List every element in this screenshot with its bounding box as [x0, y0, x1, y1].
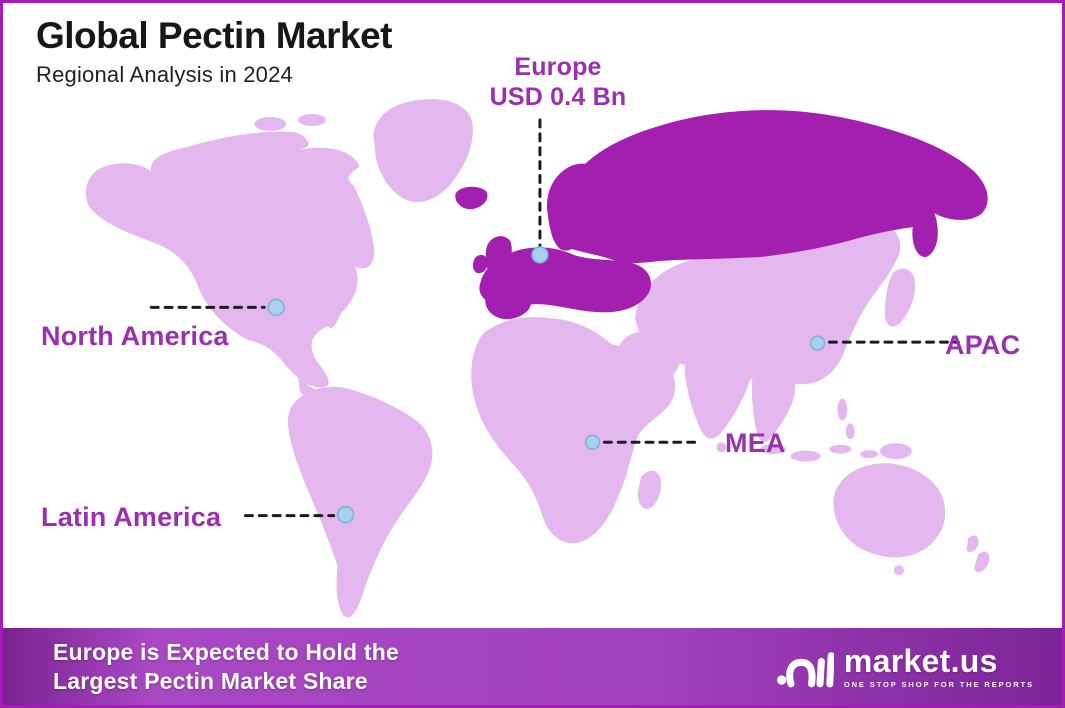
- island-madagascar: [637, 470, 662, 509]
- arctic-island: [291, 138, 309, 149]
- region-russia-highlight: [556, 110, 988, 264]
- region-iberia-highlight: [485, 288, 532, 320]
- brand-name: market.us: [843, 642, 998, 679]
- region-central-asia-china: [635, 225, 901, 385]
- region-greenland: [373, 99, 473, 203]
- island-new-zealand: [966, 535, 979, 552]
- region-arabia: [615, 330, 682, 410]
- marketus-logo-icon: [776, 651, 834, 687]
- island-indonesia: [829, 444, 852, 454]
- label-north-america: North America: [41, 321, 229, 351]
- footer-bar: Europe is Expected to Hold the Largest P…: [3, 628, 1062, 705]
- region-uk-highlight: [485, 236, 512, 277]
- island-indonesia: [860, 450, 879, 459]
- island-indonesia: [790, 450, 821, 462]
- world-map: [85, 99, 990, 618]
- footer-headline-line2: Largest Pectin Market Share: [53, 667, 368, 694]
- marker-apac: [809, 335, 826, 351]
- label-europe-name: Europe: [514, 53, 602, 81]
- footer-headline: Europe is Expected to Hold the Largest P…: [53, 638, 399, 694]
- region-ireland-highlight: [472, 254, 488, 274]
- island-japan: [884, 268, 916, 327]
- island-new-guinea: [880, 443, 912, 460]
- region-indochina: [751, 358, 796, 443]
- continent-australia: [833, 463, 946, 558]
- region-india: [684, 342, 752, 439]
- label-mea: MEA: [725, 428, 786, 458]
- continent-north-america: [85, 131, 375, 388]
- arctic-island: [298, 114, 326, 126]
- label-europe: Europe USD 0.4 Bn: [433, 53, 683, 112]
- marker-europe: [531, 246, 549, 264]
- arctic-island: [242, 142, 263, 153]
- header: Global Pectin Market Regional Analysis i…: [36, 15, 393, 88]
- brand-tagline: ONE STOP SHOP FOR THE REPORTS: [843, 679, 1034, 689]
- page-subtitle: Regional Analysis in 2024: [36, 61, 293, 87]
- island-sri-lanka: [716, 442, 727, 453]
- region-iceland-highlight: [455, 186, 488, 210]
- continent-south-america: [287, 386, 433, 618]
- region-scandinavia-highlight: [547, 163, 606, 251]
- island-philippines: [837, 398, 848, 421]
- label-europe-value: USD 0.4 Bn: [489, 82, 627, 111]
- island-new-zealand: [974, 551, 990, 573]
- label-apac: APAC: [945, 330, 1021, 360]
- brand-text: market.us ONE STOP SHOP FOR THE REPORTS: [844, 645, 1034, 689]
- island-philippines: [845, 423, 855, 440]
- label-latin-america: Latin America: [41, 502, 222, 532]
- island-indonesia: [760, 444, 786, 455]
- marker-latin-america: [336, 505, 355, 524]
- arctic-island: [254, 117, 287, 131]
- marker-mea: [584, 434, 601, 450]
- footer-headline-line1: Europe is Expected to Hold the: [53, 639, 399, 666]
- island-tasmania: [893, 565, 904, 576]
- marker-north-america: [267, 298, 285, 317]
- brand-logo: market.us ONE STOP SHOP FOR THE REPORTS: [776, 644, 1034, 690]
- page-title: Global Pectin Market: [36, 15, 393, 56]
